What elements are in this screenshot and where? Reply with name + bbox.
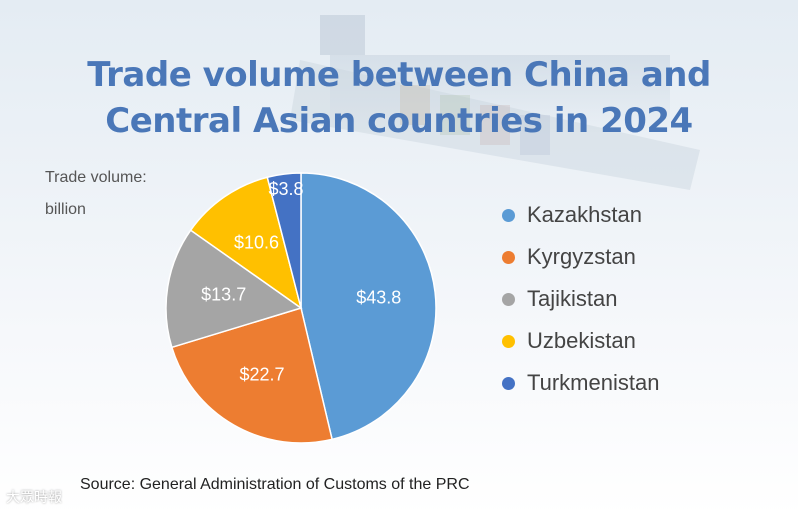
ship-background (290, 15, 700, 190)
legend: Kazakhstan Kyrgyzstan Tajikistan Uzbekistan… (502, 194, 659, 404)
slice-label-turkmenistan: $3.8 (269, 179, 304, 199)
pie-slice-turkmenistan (266, 172, 302, 309)
chart-title: Trade volume between China and Central A… (0, 52, 798, 144)
source-note: Source: General Administration of Custom… (80, 476, 470, 493)
slice-label-kyrgyzstan: $22.7 (239, 365, 284, 385)
pie-slice-uzbekistan (189, 176, 303, 310)
slice-label-kazakhstan: $43.8 (356, 288, 401, 308)
legend-item-tajikistan: Tajikistan (502, 278, 659, 320)
legend-label: Uzbekistan (527, 328, 636, 353)
legend-label: Kazakhstan (527, 202, 642, 227)
legend-dot-icon (502, 250, 515, 264)
legend-item-turkmenistan: Turkmenistan (502, 362, 659, 404)
unit-label: Trade volume: billion (45, 162, 147, 226)
legend-dot-icon (502, 334, 515, 348)
legend-dot-icon (502, 208, 515, 222)
pie-slice-kyrgyzstan (170, 307, 334, 444)
title-line-2: Central Asian countries in 2024 (105, 101, 693, 141)
unit-line-2: billion (45, 201, 86, 218)
legend-dot-icon (502, 376, 515, 390)
title-line-1: Trade volume between China and (87, 55, 711, 95)
legend-item-kyrgyzstan: Kyrgyzstan (502, 236, 659, 278)
legend-item-kazakhstan: Kazakhstan (502, 194, 659, 236)
legend-label: Kyrgyzstan (527, 244, 636, 269)
watermark-logo: 大眾時報 (6, 490, 62, 506)
unit-line-1: Trade volume: (45, 169, 147, 186)
legend-label: Tajikistan (527, 286, 618, 311)
pie-slice-tajikistan (165, 229, 303, 349)
slice-label-uzbekistan: $10.6 (234, 232, 279, 252)
legend-dot-icon (502, 292, 515, 306)
pie-slice-kazakhstan (300, 172, 437, 441)
slice-label-tajikistan: $13.7 (201, 284, 246, 304)
legend-item-uzbekistan: Uzbekistan (502, 320, 659, 362)
legend-label: Turkmenistan (527, 370, 660, 395)
